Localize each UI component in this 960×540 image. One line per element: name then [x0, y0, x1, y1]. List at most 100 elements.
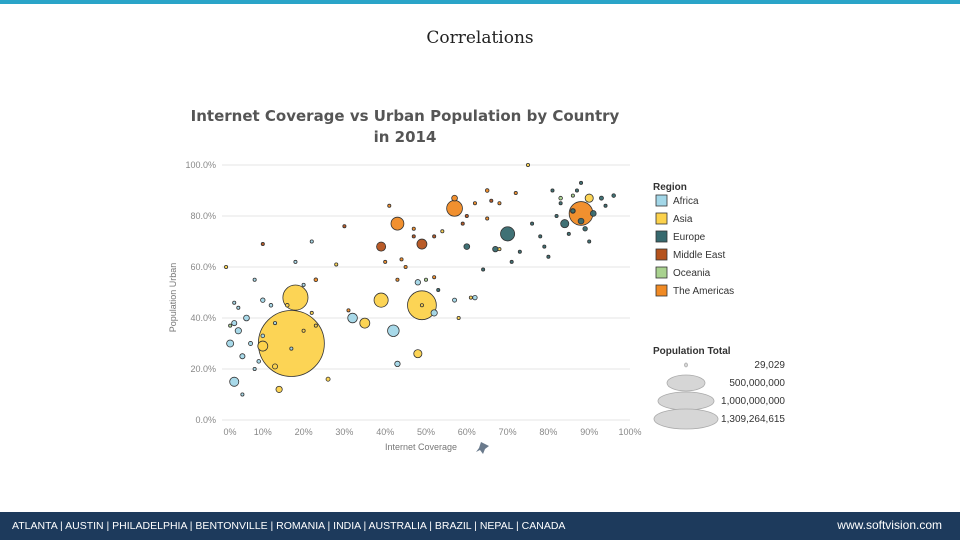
data-point-asia[interactable]	[468, 295, 473, 300]
data-point-asia[interactable]	[497, 247, 502, 252]
data-point-africa[interactable]	[430, 309, 438, 317]
data-point-asia[interactable]	[257, 340, 269, 352]
data-point-asia[interactable]	[456, 315, 461, 320]
data-point-europe[interactable]	[538, 234, 543, 239]
data-point-asia[interactable]	[413, 349, 423, 359]
data-point-the-americas[interactable]	[411, 226, 416, 231]
data-point-asia[interactable]	[373, 292, 389, 308]
data-point-the-americas[interactable]	[399, 257, 404, 262]
data-point-europe[interactable]	[554, 213, 559, 218]
data-point-the-americas[interactable]	[485, 216, 490, 221]
data-point-europe[interactable]	[574, 188, 579, 193]
data-point-europe[interactable]	[492, 246, 499, 253]
data-point-the-americas[interactable]	[390, 216, 405, 231]
data-point-asia[interactable]	[275, 385, 283, 393]
data-point-africa[interactable]	[452, 297, 457, 303]
legend-swatch[interactable]	[655, 248, 668, 261]
data-point-africa[interactable]	[301, 282, 306, 287]
data-point-africa[interactable]	[252, 366, 257, 371]
data-point-middle-east[interactable]	[416, 238, 428, 250]
data-point-the-americas[interactable]	[446, 200, 463, 217]
data-point-europe[interactable]	[560, 219, 570, 229]
pin-icon[interactable]	[476, 442, 489, 454]
data-point-asia[interactable]	[359, 317, 371, 329]
data-point-the-americas[interactable]	[472, 201, 477, 206]
data-point-africa[interactable]	[273, 321, 278, 326]
data-point-oceania[interactable]	[423, 277, 428, 282]
data-point-middle-east[interactable]	[460, 221, 465, 226]
data-point-africa[interactable]	[309, 239, 314, 244]
data-point-oceania[interactable]	[558, 195, 563, 201]
data-point-europe[interactable]	[542, 244, 547, 249]
data-point-asia[interactable]	[301, 328, 306, 333]
data-point-africa[interactable]	[232, 300, 237, 305]
data-point-africa[interactable]	[252, 277, 257, 282]
data-point-europe[interactable]	[517, 249, 522, 254]
data-point-africa[interactable]	[414, 279, 421, 286]
data-point-europe[interactable]	[599, 195, 604, 201]
data-point-europe[interactable]	[500, 226, 516, 242]
legend-label[interactable]: The Americas	[673, 286, 734, 297]
data-point-middle-east[interactable]	[432, 234, 437, 239]
data-point-the-americas[interactable]	[346, 308, 351, 313]
footer-url[interactable]: www.softvision.com	[837, 518, 942, 532]
data-point-the-americas[interactable]	[497, 201, 502, 206]
data-point-asia[interactable]	[584, 193, 594, 203]
data-point-the-americas[interactable]	[513, 191, 518, 196]
data-point-asia[interactable]	[285, 303, 290, 308]
data-point-europe[interactable]	[611, 193, 616, 198]
data-point-africa[interactable]	[234, 327, 242, 335]
data-point-asia[interactable]	[440, 229, 445, 234]
legend-swatch[interactable]	[655, 194, 668, 207]
data-point-africa[interactable]	[256, 359, 261, 364]
data-point-europe[interactable]	[463, 243, 471, 250]
data-point-europe[interactable]	[577, 217, 585, 225]
data-point-europe[interactable]	[587, 239, 592, 244]
data-point-africa[interactable]	[260, 297, 266, 303]
data-point-africa[interactable]	[268, 303, 274, 308]
data-point-asia[interactable]	[334, 262, 339, 267]
data-point-asia[interactable]	[325, 376, 331, 382]
data-point-middle-east[interactable]	[376, 241, 387, 252]
data-point-middle-east[interactable]	[411, 234, 416, 239]
data-point-africa[interactable]	[229, 376, 240, 387]
legend-swatch[interactable]	[655, 230, 668, 243]
data-point-europe[interactable]	[530, 221, 535, 226]
data-point-africa[interactable]	[239, 353, 246, 360]
data-point-europe[interactable]	[481, 267, 486, 272]
data-point-africa[interactable]	[289, 346, 294, 351]
data-point-europe[interactable]	[570, 208, 576, 214]
data-point-europe[interactable]	[558, 201, 563, 206]
legend-swatch[interactable]	[655, 284, 668, 297]
data-point-the-americas[interactable]	[395, 277, 400, 282]
data-point-the-americas[interactable]	[403, 264, 408, 269]
data-point-oceania[interactable]	[228, 323, 233, 328]
data-point-oceania[interactable]	[570, 193, 575, 198]
data-point-africa[interactable]	[243, 314, 250, 322]
data-point-middle-east[interactable]	[489, 198, 494, 203]
legend-label[interactable]: Africa	[673, 196, 699, 207]
legend-label[interactable]: Europe	[673, 232, 706, 243]
data-point-africa[interactable]	[248, 341, 253, 346]
data-point-europe[interactable]	[436, 287, 441, 292]
data-point-africa[interactable]	[387, 324, 400, 337]
data-point-africa[interactable]	[394, 360, 401, 368]
data-point-asia[interactable]	[272, 363, 279, 370]
data-point-asia[interactable]	[282, 284, 309, 311]
data-point-the-americas[interactable]	[313, 277, 319, 282]
data-point-europe[interactable]	[546, 254, 551, 259]
data-point-africa[interactable]	[226, 339, 235, 348]
data-point-asia[interactable]	[419, 303, 424, 308]
data-point-middle-east[interactable]	[464, 213, 469, 218]
data-point-the-americas[interactable]	[432, 275, 437, 280]
legend-label[interactable]: Middle East	[673, 250, 725, 261]
data-point-europe[interactable]	[603, 203, 608, 208]
data-point-europe[interactable]	[566, 231, 571, 236]
data-point-europe[interactable]	[589, 210, 597, 217]
legend-label[interactable]: Asia	[673, 214, 693, 225]
data-point-asia[interactable]	[257, 310, 325, 377]
data-point-africa[interactable]	[293, 259, 298, 264]
legend-label[interactable]: Oceania	[673, 268, 711, 279]
data-point-middle-east[interactable]	[342, 224, 347, 229]
data-point-africa[interactable]	[240, 392, 245, 397]
